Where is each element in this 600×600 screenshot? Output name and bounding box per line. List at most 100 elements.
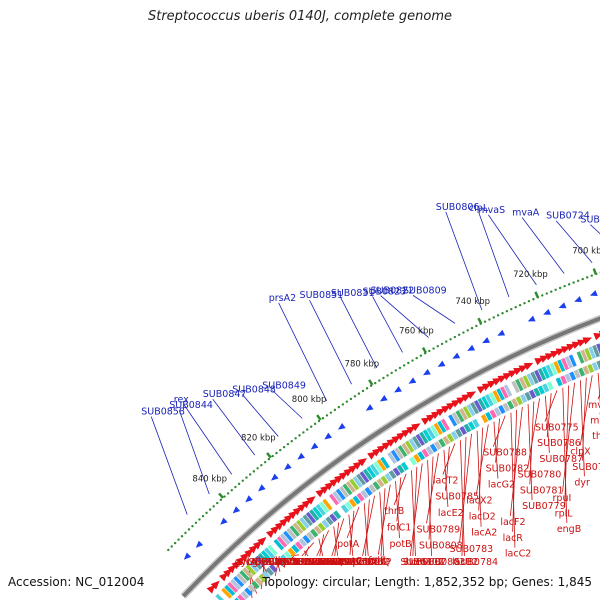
callout-line — [475, 424, 489, 495]
minor-tick — [205, 511, 208, 515]
cog-band-inner — [359, 471, 370, 484]
gene-label-red: hom — [405, 557, 426, 568]
forward-cds-arrow — [421, 417, 431, 426]
cog-band-outer — [333, 510, 342, 520]
minor-tick — [394, 369, 398, 372]
cog-band-inner — [404, 440, 415, 453]
forward-cds-arrow — [352, 461, 363, 470]
gene-label-red: ppnK — [277, 557, 302, 568]
cog-band-outer — [317, 522, 326, 532]
gene-label-red: gyrA — [235, 557, 258, 568]
gene-label-red: SUB0830 — [328, 557, 372, 568]
minor-tick — [466, 329, 469, 332]
cog-band-inner — [545, 364, 554, 377]
callout-line — [445, 211, 483, 311]
minor-tick — [386, 374, 389, 377]
genome-backbone — [180, 314, 600, 599]
reverse-cds-arrow — [543, 308, 551, 315]
callout-line — [493, 421, 499, 479]
cog-band-outer — [438, 438, 446, 448]
callout-line — [478, 427, 484, 511]
minor-tick — [167, 548, 170, 552]
cog-band-inner — [488, 392, 498, 405]
minor-tick — [449, 338, 452, 341]
major-tick — [421, 346, 428, 354]
minor-tick — [337, 405, 341, 409]
cog-band-outer — [582, 365, 590, 375]
cog-band-inner — [526, 373, 535, 386]
cog-band-outer — [506, 400, 515, 410]
gene-label-red: SUB0863 — [266, 557, 310, 568]
cog-band-outer — [340, 504, 350, 514]
gene-label-red: srtA — [238, 557, 258, 568]
reverse-cds-arrow — [408, 377, 417, 384]
cog-band-outer — [485, 411, 493, 421]
gene-label-red: folQ — [371, 557, 390, 568]
minor-tick — [260, 464, 263, 467]
cog-band-outer — [409, 456, 417, 466]
reverse-cds-arrow — [284, 463, 292, 471]
minor-tick — [187, 528, 191, 531]
forward-cds-arrow — [343, 468, 353, 477]
cog-band-outer — [258, 573, 267, 583]
reverse-cds-arrow — [297, 452, 305, 460]
minor-tick — [216, 501, 219, 505]
callout-line — [426, 453, 439, 524]
minor-tick — [475, 324, 478, 328]
minor-tick — [527, 299, 531, 303]
cog-band-inner — [433, 422, 443, 436]
forward-cds-arrow — [244, 548, 254, 558]
cog-band-inner — [415, 433, 425, 446]
cog-band-inner — [448, 414, 458, 427]
cog-band-outer — [237, 594, 246, 600]
cog-band-outer — [360, 489, 369, 499]
forward-cds-arrow — [248, 544, 258, 554]
cog-band-inner — [342, 483, 353, 496]
forward-cds-arrow — [235, 556, 245, 566]
minor-tick — [541, 294, 544, 297]
minor-tick — [298, 434, 301, 437]
gene-tracks — [183, 290, 600, 600]
cog-band-outer — [425, 446, 434, 456]
reverse-cds-arrow — [183, 552, 192, 560]
callout-line — [319, 534, 325, 557]
minor-tick — [194, 521, 198, 525]
reverse-cds-arrow — [310, 442, 319, 450]
gene-label-blue: SUB0851 — [300, 290, 344, 301]
forward-cds-arrow — [306, 496, 316, 505]
reverse-cds-arrow — [220, 517, 228, 525]
forward-cds-arrow — [582, 337, 593, 345]
gene-label-red: thyA — [592, 431, 600, 442]
cog-band-inner — [422, 429, 433, 442]
forward-cds-arrow — [451, 399, 461, 408]
forward-cds-arrow — [426, 414, 436, 423]
cog-band-outer — [291, 544, 300, 554]
gene-label-red: lacR — [503, 533, 524, 544]
cog-band-inner — [518, 377, 528, 390]
forward-cds-arrow — [257, 536, 267, 546]
cog-band-outer — [352, 495, 361, 505]
cog-band-outer — [463, 423, 472, 433]
callout-line — [178, 410, 210, 495]
cog-band-inner — [248, 561, 260, 573]
forward-cds-arrow — [297, 503, 307, 512]
callout-line — [278, 302, 328, 402]
callout-line — [303, 550, 309, 557]
cog-band-outer — [294, 541, 304, 551]
minor-tick — [402, 364, 406, 367]
callout-line — [372, 296, 403, 353]
cog-band-inner — [315, 503, 326, 516]
gene-label-red: SUB0786 — [537, 438, 581, 449]
callout-lines — [150, 211, 600, 598]
cog-band-inner — [466, 404, 476, 417]
gene-label-red: potC — [340, 556, 363, 567]
callout-line — [409, 463, 423, 557]
minor-tick — [505, 309, 509, 313]
gene-label-red: SUB0837 — [292, 557, 336, 568]
forward-cds-arrow — [461, 394, 471, 402]
forward-cds-arrow — [381, 441, 392, 450]
minor-tick — [590, 274, 593, 277]
cog-band-inner — [233, 575, 245, 588]
forward-cds-arrow — [265, 529, 276, 539]
page-title: Streptococcus uberis 0140J, complete gen… — [147, 9, 453, 24]
